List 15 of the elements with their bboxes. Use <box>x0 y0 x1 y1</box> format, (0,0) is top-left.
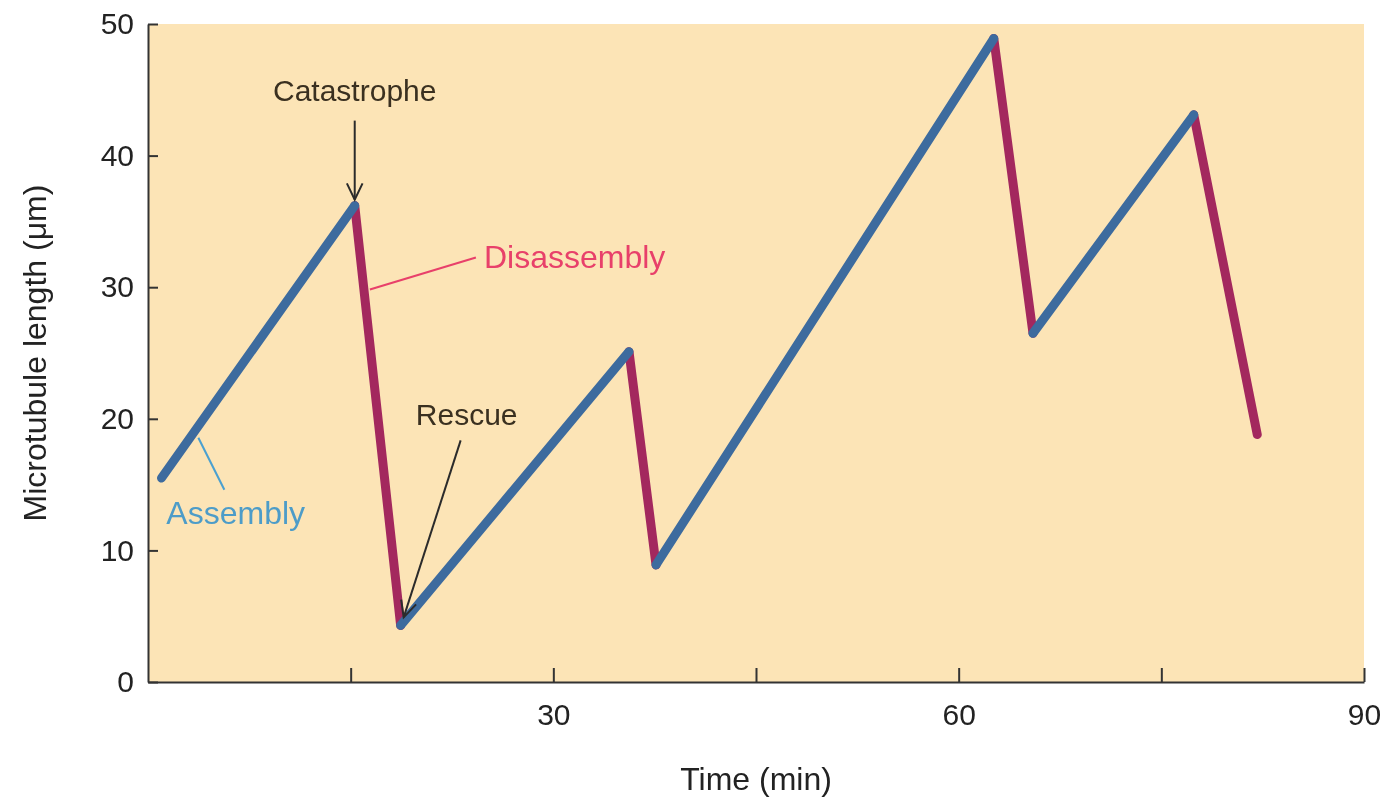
x-tick-label: 90 <box>1347 698 1382 732</box>
y-tick-label: 20 <box>100 401 134 435</box>
annotation: Catastrophe <box>273 73 437 107</box>
y-tick-label: 40 <box>100 138 134 172</box>
x-axis-title: Time (min) <box>680 761 832 797</box>
y-tick-label: 30 <box>100 270 134 304</box>
y-tick-label: 0 <box>117 665 134 699</box>
y-tick-label: 50 <box>100 7 134 41</box>
annotation: Rescue <box>415 398 518 432</box>
text: Disassembly <box>483 238 666 275</box>
y-axis-title: Microtubule length (μm) <box>17 184 53 522</box>
x-tick-label: 60 <box>942 698 976 732</box>
y-tick-label: 10 <box>100 533 134 567</box>
series-label: Assembly <box>166 494 306 531</box>
x-tick-label: 30 <box>537 698 571 732</box>
